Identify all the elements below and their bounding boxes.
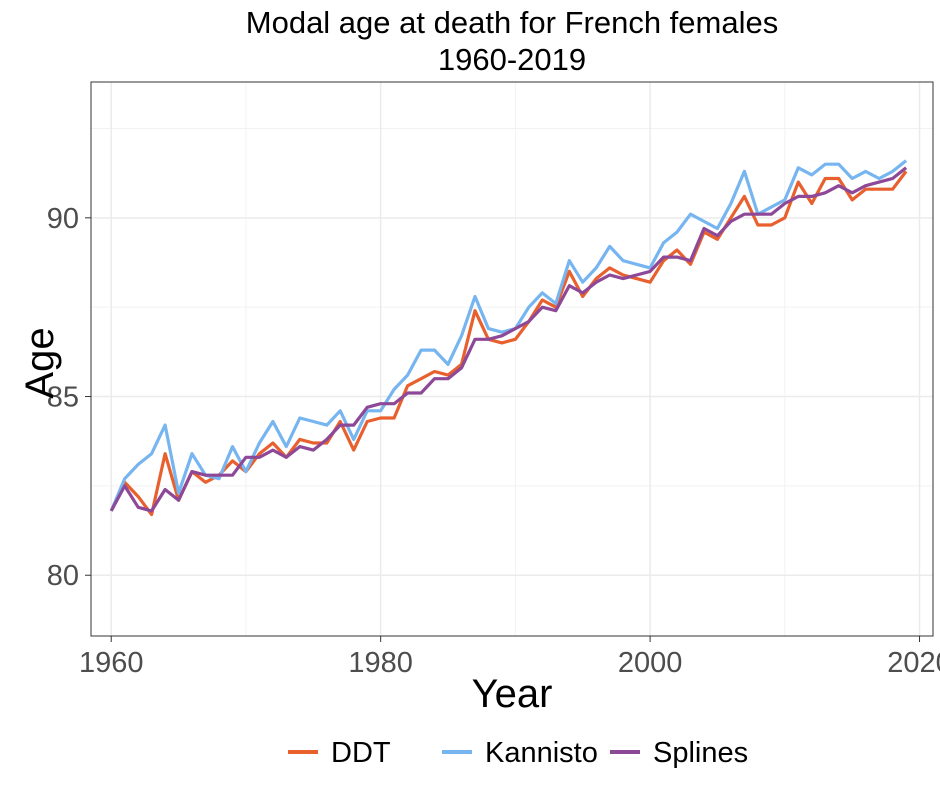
plot-panel-border — [90, 81, 934, 637]
chart-title-line-2: 1960-2019 — [438, 42, 586, 77]
series-lines — [109, 159, 908, 517]
legend: DDT Kannisto Splines — [288, 737, 748, 769]
legend-label-kannisto: Kannisto — [485, 737, 598, 769]
x-tick-label: 1980 — [348, 647, 413, 679]
x-axis-ticks: 1960 1980 2000 2020 — [79, 636, 940, 679]
x-axis-title: Year — [472, 672, 553, 716]
y-tick-label: 80 — [47, 560, 79, 592]
major-gridlines — [91, 82, 933, 636]
x-tick-label: 2020 — [887, 647, 940, 679]
x-tick-label: 2000 — [618, 647, 683, 679]
minor-gridlines — [91, 82, 933, 636]
series-line-splines — [109, 166, 908, 513]
legend-label-ddt: DDT — [331, 737, 391, 769]
y-axis-title: Age — [18, 327, 62, 398]
y-axis-ticks: 80 85 90 — [47, 203, 91, 592]
y-tick-label: 85 — [47, 382, 79, 414]
chart-title-line-1: Modal age at death for French females — [246, 5, 778, 40]
legend-label-splines: Splines — [653, 737, 748, 769]
series-line-ddt — [109, 170, 908, 517]
x-tick-label: 1960 — [79, 647, 144, 679]
y-tick-label: 90 — [47, 203, 79, 235]
